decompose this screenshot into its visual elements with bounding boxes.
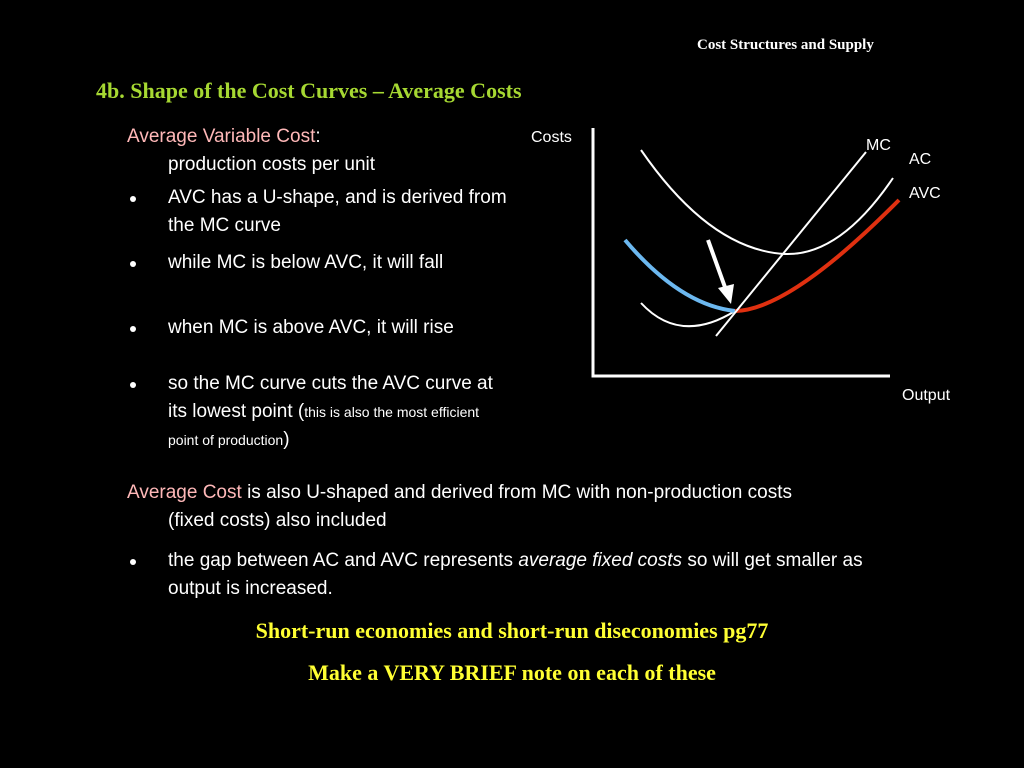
bullet: AVC has a U-shape, and is derived from t…	[130, 184, 508, 240]
slide-title: 4b. Shape of the Cost Curves – Average C…	[96, 78, 522, 103]
avc-falling	[623, 238, 736, 313]
bullet-text: so the MC curve cuts the AVC curve at it…	[168, 373, 493, 422]
curve-label: AVC	[909, 185, 941, 202]
term: Average Variable Cost	[127, 126, 316, 147]
term-end: :	[315, 126, 321, 147]
ac-curve	[640, 149, 894, 256]
bullet-close: )	[283, 429, 290, 450]
definition: is also U-shaped and derived from MC wit…	[168, 482, 792, 531]
curve-label: AC	[909, 151, 931, 168]
bullet-text: so will get smaller as output is increas…	[168, 550, 863, 599]
section-label: Cost Structures and Supply	[697, 37, 874, 53]
bullet: when MC is above AVC, it will rise	[130, 314, 503, 342]
emphasis: average fixed costs	[518, 550, 683, 571]
bullet-note: this is also the most efficient point of…	[168, 404, 480, 448]
x-axis-label: Output	[902, 387, 951, 404]
definition: production costs per unit	[168, 154, 376, 175]
mc-curve	[715, 151, 867, 337]
ac-definition: Average Cost is also U-shaped and derive…	[127, 479, 810, 535]
note: Make a VERY BRIEF note on each of these	[308, 660, 716, 685]
curve-label: MC	[866, 137, 891, 154]
bullet-text: the gap between AC and AVC represents	[168, 550, 514, 571]
bullet: so the MC curve cuts the AVC curve at it…	[130, 370, 513, 454]
bullet: the gap between AC and AVC represents av…	[130, 547, 878, 603]
bullet: while MC is below AVC, it will fall	[130, 249, 538, 277]
arrow	[706, 239, 728, 291]
term: Average Cost	[127, 482, 242, 503]
note: Short-run economies and short-run diseco…	[255, 618, 769, 643]
arrow-head	[718, 284, 734, 304]
axes	[591, 128, 890, 378]
y-axis-label: Costs	[531, 129, 572, 146]
avc-rising	[734, 198, 901, 313]
avc-curve	[640, 302, 736, 328]
avc-definition: Average Variable Cost: production costs …	[127, 123, 527, 179]
